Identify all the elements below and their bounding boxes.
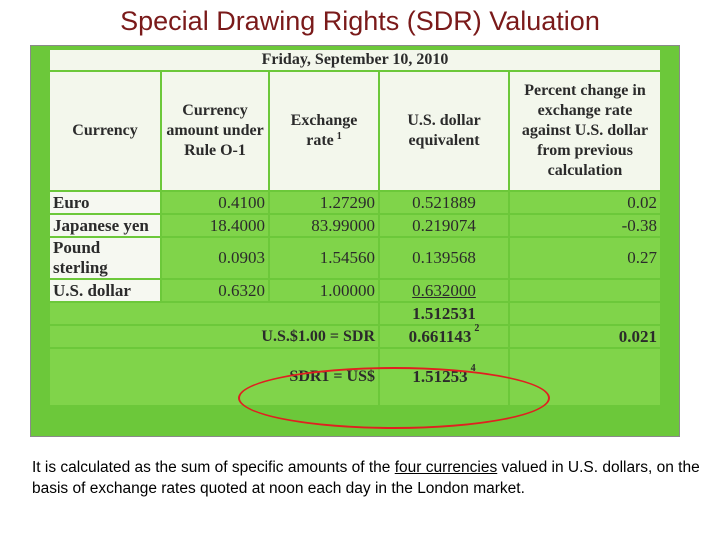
sdr-valuation-table: Friday, September 10, 2010 Currency Curr… (48, 48, 662, 407)
row-euro-rate: 1.27290 (270, 192, 378, 213)
row-yen-usd: 0.219074 (380, 215, 508, 236)
row-sterling-pct: 0.27 (510, 238, 660, 278)
header-currency: Currency (50, 72, 160, 190)
total-value: 1.512531 (380, 303, 508, 324)
footnote-4: 4 (470, 363, 476, 374)
row-usd-usd: 0.632000 (380, 280, 508, 301)
row-euro-currency: Euro (50, 192, 160, 213)
usd-sdr-label: U.S.$1.00 = SDR (50, 326, 378, 347)
row-yen-currency: Japanese yen (50, 215, 160, 236)
row-sterling-currency: Pound sterling (50, 238, 160, 278)
table-row: Euro 0.4100 1.27290 0.521889 0.02 (50, 192, 660, 213)
header-exchange-rate: Exchange rate 1 (270, 72, 378, 190)
row-euro-usd: 0.521889 (380, 192, 508, 213)
description-paragraph: It is calculated as the sum of specific … (32, 459, 700, 497)
row-sterling-usd: 0.139568 (380, 238, 508, 278)
header-amount: Currency amount under Rule O-1 (162, 72, 268, 190)
table-date: Friday, September 10, 2010 (50, 50, 660, 70)
header-usd-equivalent: U.S. dollar equivalent (380, 72, 508, 190)
row-sterling-amount: 0.0903 (162, 238, 268, 278)
footnote-2: 2 (474, 322, 480, 334)
row-sterling-rate: 1.54560 (270, 238, 378, 278)
highlight-ellipse (238, 367, 550, 429)
table-row: Pound sterling 0.0903 1.54560 0.139568 0… (50, 238, 660, 278)
row-euro-amount: 0.4100 (162, 192, 268, 213)
usd-sdr-pct: 0.021 (510, 326, 660, 347)
row-yen-rate: 83.99000 (270, 215, 378, 236)
usd-sdr-value: 0.661143 2 (380, 322, 508, 347)
table-row: Japanese yen 18.4000 83.99000 0.219074 -… (50, 215, 660, 236)
row-usd-currency: U.S. dollar (50, 280, 160, 301)
row-usd-amount: 0.6320 (162, 280, 268, 301)
total-spacer (50, 303, 378, 324)
footnote-1: 1 (336, 131, 342, 142)
total-spacer-right (510, 303, 660, 324)
four-currencies-link: four currencies (394, 459, 498, 476)
row-usd-rate: 1.00000 (270, 280, 378, 301)
row-usd-pct (510, 280, 660, 301)
row-yen-pct: -0.38 (510, 215, 660, 236)
row-euro-pct: 0.02 (510, 192, 660, 213)
page-title: Special Drawing Rights (SDR) Valuation (120, 6, 600, 36)
header-percent-change: Percent change in exchange rate against … (510, 72, 660, 190)
table-row: U.S. dollar 0.6320 1.00000 0.632000 (50, 280, 660, 301)
row-yen-amount: 18.4000 (162, 215, 268, 236)
